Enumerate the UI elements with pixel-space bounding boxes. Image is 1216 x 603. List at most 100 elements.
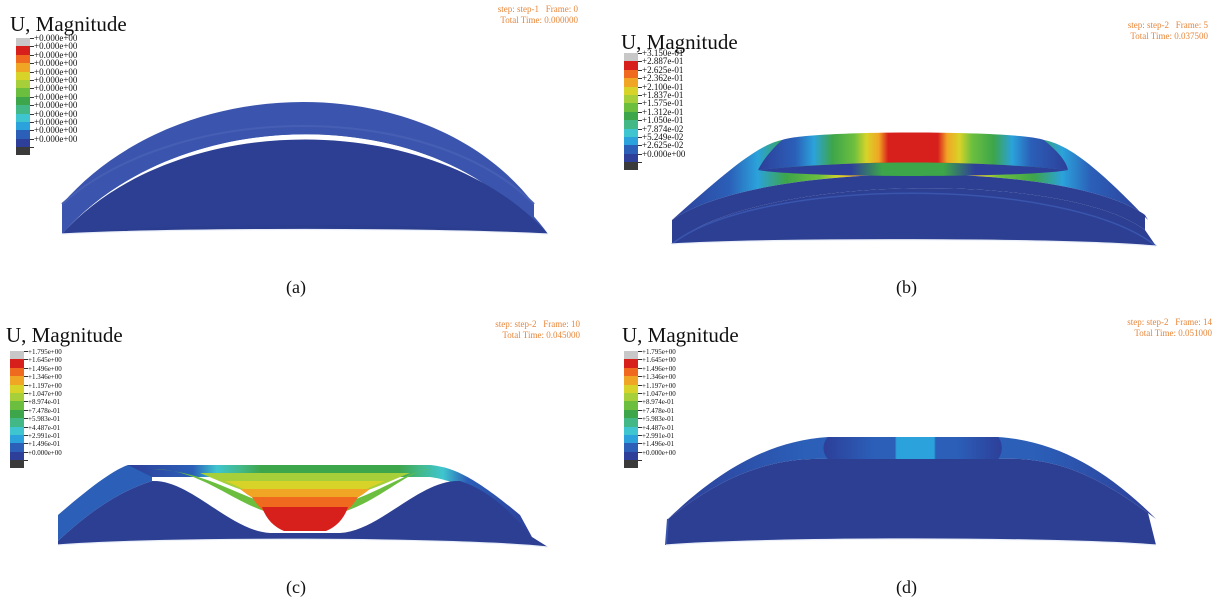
legend-swatch [16, 54, 30, 64]
legend-label: +5.249e-02 [642, 131, 684, 142]
legend-swatch [624, 426, 638, 435]
legend-tick [24, 451, 28, 453]
legend-tick [24, 409, 28, 411]
panel-caption: (a) [286, 277, 306, 297]
legend-label: +2.625e-02 [642, 140, 684, 151]
legend-tick [30, 88, 34, 90]
step-label: step: step-2 [1127, 20, 1169, 30]
legend-swatch [16, 96, 30, 106]
legend-tick [638, 111, 642, 113]
legend-swatch [624, 86, 638, 95]
legend-label: +0.000e+00 [34, 116, 78, 127]
legend-tick [638, 103, 642, 105]
legend-tick [638, 53, 642, 54]
legend-label: +7.478e-01 [642, 406, 675, 415]
frame-label: Frame: 5 [1175, 20, 1208, 30]
legend-tick [24, 434, 28, 436]
legend-tick [30, 63, 34, 65]
legend-swatch [10, 434, 24, 444]
legend-label: +0.000e+00 [34, 108, 78, 119]
legend-tick [24, 392, 28, 394]
legend-tick [30, 147, 34, 149]
legend-label: +1.837e-01 [642, 89, 684, 100]
legend-tick [638, 120, 642, 122]
legend-swatch [16, 147, 30, 156]
legend-swatch [10, 451, 24, 461]
legend-label: +1.795e+00 [28, 348, 62, 356]
legend-label: +1.496e+00 [28, 364, 62, 373]
legend-label: +1.050e-01 [642, 115, 684, 126]
legend-tick [30, 113, 34, 115]
legend-label: +2.991e-01 [28, 431, 61, 440]
frame-label: Frame: 10 [543, 319, 580, 329]
legend-tick [638, 376, 642, 378]
legend-label: +8.974e-01 [28, 398, 61, 407]
legend-swatch [10, 443, 24, 452]
legend-swatch [624, 69, 638, 79]
legend-label: +1.496e-01 [28, 440, 61, 449]
legend-label: +2.625e-01 [642, 64, 684, 75]
legend-swatch [624, 351, 638, 360]
legend-label: +4.487e-01 [642, 423, 675, 432]
legend-label: +7.478e-01 [28, 406, 61, 415]
legend-swatch [10, 359, 24, 368]
legend-label: +1.312e-01 [642, 106, 684, 117]
legend-label: +0.000e+00 [34, 66, 78, 77]
legend-label: +2.887e-01 [642, 56, 684, 67]
legend-tick [638, 351, 642, 352]
legend-swatch [624, 162, 638, 171]
legend-swatch [624, 153, 638, 163]
legend-tick [24, 418, 28, 420]
legend-label: +1.047e+00 [642, 389, 676, 398]
panel-title: U, Magnitude [10, 12, 127, 36]
legend-swatch [16, 63, 30, 72]
legend-label: +5.983e-01 [28, 415, 61, 424]
deformed-shell-model [665, 437, 1157, 546]
legend-swatch [624, 78, 638, 87]
legend-label: +0.000e+00 [34, 91, 78, 102]
panel-title: U, Magnitude [622, 323, 739, 347]
legend-tick [24, 401, 28, 403]
legend-tick [24, 460, 28, 462]
legend-swatch [624, 94, 638, 104]
legend-tick [24, 359, 28, 361]
legend-label: +4.487e-01 [28, 423, 61, 432]
legend-label: +0.000e+00 [34, 125, 78, 136]
legend-swatch [16, 88, 30, 97]
panel-c: U, Magnitude step: step-2 Frame: 10 Tota… [0, 301, 608, 602]
legend-swatch [624, 145, 638, 154]
panel-d: U, Magnitude step: step-2 Frame: 14 Tota… [608, 301, 1216, 602]
legend-tick [30, 79, 34, 81]
legend-tick [30, 105, 34, 107]
legend-tick [638, 78, 642, 80]
legend-label: +2.991e-01 [642, 431, 675, 440]
legend-tick [24, 384, 28, 386]
legend-tick [638, 409, 642, 411]
legend-swatch [624, 443, 638, 452]
legend-tick [638, 367, 642, 369]
legend-swatch [10, 367, 24, 377]
legend-swatch [16, 79, 30, 89]
legend-label: +1.047e+00 [28, 389, 62, 398]
panel-caption: (d) [896, 577, 917, 597]
legend-swatch [624, 460, 638, 469]
legend-label: +2.100e-01 [642, 81, 684, 92]
legend-label: +0.000e+00 [34, 33, 78, 43]
legend-swatch [10, 409, 24, 419]
legend-tick [30, 54, 34, 56]
legend-label: +1.197e+00 [642, 381, 676, 390]
legend-swatch [624, 136, 638, 146]
legend-tick [30, 138, 34, 140]
legend-tick [30, 46, 34, 48]
legend-swatch [10, 460, 24, 469]
legend-swatch [16, 46, 30, 55]
legend-swatch [624, 359, 638, 368]
legend-label: +5.983e-01 [642, 415, 675, 424]
legend-label: +1.645e+00 [28, 356, 62, 365]
legend-swatch [624, 384, 638, 393]
legend-swatch [624, 409, 638, 419]
legend-tick [638, 359, 642, 361]
legend-swatch [16, 113, 30, 122]
legend-swatch [624, 376, 638, 385]
legend-swatch [624, 61, 638, 70]
